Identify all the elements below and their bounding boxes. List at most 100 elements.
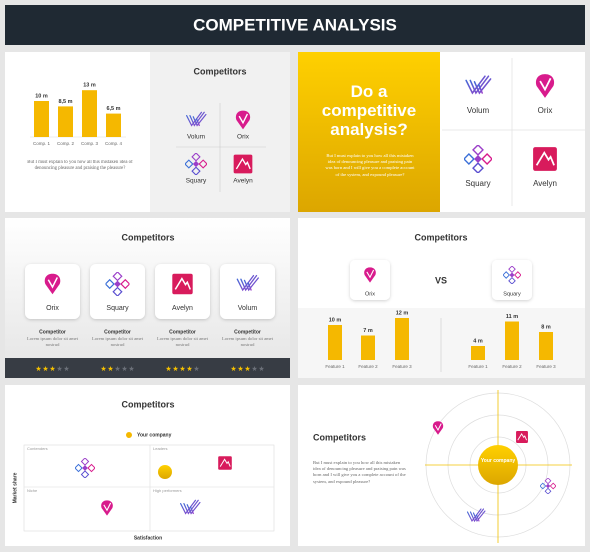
company-dot: [158, 465, 172, 479]
bar-category: Feature 1: [468, 364, 488, 369]
rating-strip: [5, 358, 290, 378]
logo-name: Avelyn: [533, 179, 557, 188]
card: [90, 264, 145, 319]
logo: [532, 146, 558, 172]
logo-name: Volum: [467, 106, 490, 115]
axis-label: Satisfaction: [134, 535, 162, 541]
bar-value-label: 12 m: [396, 310, 409, 316]
paragraph: Your company: [480, 458, 516, 464]
bar-category: Feature 2: [358, 364, 378, 369]
bar-category: Feature 3: [536, 364, 556, 369]
card: [492, 260, 532, 300]
paragraph-box: Lorem ipsum dolor sit amet nostrud: [91, 336, 144, 348]
bar: [471, 346, 485, 360]
card-name: Avelyn: [172, 305, 193, 312]
star: ★: [42, 365, 48, 373]
star: ★: [107, 365, 113, 373]
slide-title: Competitors: [121, 232, 174, 242]
paragraph-box: Lorem ipsum dolor sit amet nostrud: [221, 336, 274, 348]
bar: [58, 106, 73, 137]
bar: [361, 335, 375, 360]
slide-title: Competitors: [121, 399, 174, 409]
card-name: Orix: [46, 305, 59, 312]
logo-name: Orix: [538, 106, 553, 115]
star: ★: [63, 365, 69, 373]
panel: [298, 308, 585, 378]
logo-name: Squary: [465, 179, 490, 188]
star: ★: [165, 365, 171, 373]
star: ★: [128, 365, 134, 373]
slide: [298, 385, 585, 546]
paragraph-box: But I must explain to you how all this m…: [325, 153, 414, 177]
quadrant-label: Leaders: [153, 446, 167, 451]
card-name: Orix: [365, 291, 375, 297]
bar-category: Feature 2: [502, 364, 522, 369]
logo-name: Avelyn: [233, 178, 253, 185]
star: ★: [35, 365, 41, 373]
paragraph-box: Your company: [480, 458, 516, 464]
star: ★: [244, 365, 250, 373]
paragraph: Lorem ipsum dolor sit amet nostrud: [91, 336, 144, 348]
bar-value-label: 6,5 m: [106, 106, 120, 112]
axis-label: Market share: [12, 472, 18, 503]
header-title: COMPETITIVE ANALYSIS: [193, 15, 397, 34]
star: ★: [100, 365, 106, 373]
slide-title: Competitors: [414, 232, 467, 242]
logo: [515, 430, 529, 444]
vs-label: VS: [435, 275, 447, 285]
paragraph-box: Lorem ipsum dolor sit amet nostrud: [156, 336, 209, 348]
paragraph-box: Do a competitive analysis?: [321, 82, 417, 140]
bar: [395, 318, 409, 360]
bar-category: Feature 3: [392, 364, 412, 369]
legend-dot: [126, 432, 132, 438]
slide: [5, 385, 290, 546]
plot-frame: [23, 444, 275, 532]
star: ★: [179, 365, 185, 373]
star: ★: [251, 365, 257, 373]
star: ★: [193, 365, 199, 373]
star: ★: [237, 365, 243, 373]
star: ★: [114, 365, 120, 373]
logo: [171, 273, 194, 295]
bar: [82, 90, 97, 137]
bar-value-label: 4 m: [473, 338, 483, 344]
card: [220, 264, 275, 319]
star: ★: [49, 365, 55, 373]
bar-category: Comp. 3: [81, 141, 99, 146]
paragraph: Lorem ipsum dolor sit amet nostrud: [221, 336, 274, 348]
star: ★: [186, 365, 192, 373]
bar-value-label: 10 m: [35, 93, 48, 99]
logo: [217, 455, 233, 471]
bar-category: Feature 1: [325, 364, 345, 369]
card-name: Squary: [503, 291, 521, 297]
star: ★: [56, 365, 62, 373]
bar: [34, 101, 49, 137]
paragraph: Do a competitive analysis?: [321, 82, 417, 140]
card-label: Competitor: [39, 329, 66, 335]
logo-name: Orix: [237, 134, 250, 141]
slide-title: Competitors: [313, 432, 366, 442]
bar: [505, 321, 519, 360]
card-label: Competitor: [169, 329, 196, 335]
center-circle: [478, 445, 518, 485]
bar-value-label: 8,5 m: [58, 99, 72, 105]
card-label: Competitor: [104, 329, 131, 335]
header-bar: [5, 5, 585, 45]
paragraph: But I must explain to you how all this m…: [313, 460, 406, 484]
paragraph-box: But I must explain to you how all this m…: [27, 160, 132, 171]
bar-value-label: 7 m: [363, 328, 373, 334]
star: ★: [121, 365, 127, 373]
paragraph-box: Lorem ipsum dolor sit amet nostrud: [26, 336, 79, 348]
paragraph: Lorem ipsum dolor sit amet nostrud: [156, 336, 209, 348]
quadrant-label: Contenders: [27, 446, 48, 451]
bar: [106, 113, 121, 137]
quadrant-label: Niche: [27, 488, 38, 493]
legend-label: Your company: [137, 432, 172, 438]
paragraph: Lorem ipsum dolor sit amet nostrud: [26, 336, 79, 348]
quadrant-label: High performers: [153, 488, 182, 493]
bar-value-label: 8 m: [541, 324, 551, 330]
logo-name: Squary: [186, 178, 207, 185]
panel: [298, 52, 440, 212]
bar-category: Comp. 1: [33, 141, 51, 146]
